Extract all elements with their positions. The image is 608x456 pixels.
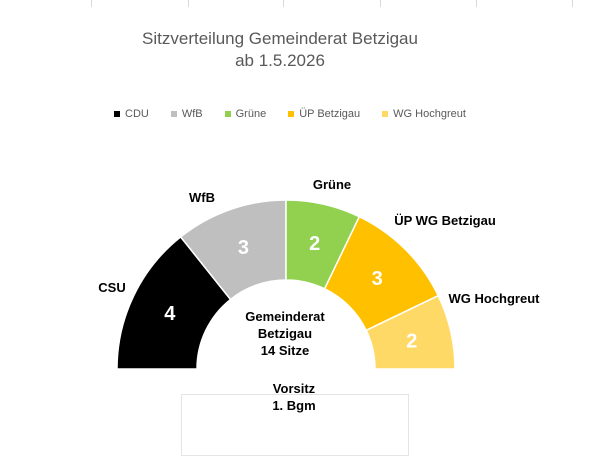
chair-line: Vorsitz [272, 381, 316, 396]
seat-count-label: 2 [406, 330, 417, 352]
legend-item-cdu: CDU [114, 108, 149, 120]
legend-label: CDU [125, 108, 149, 120]
seat-count-label: 4 [164, 303, 176, 325]
seat-count-label: 3 [238, 237, 249, 259]
chair-box [181, 394, 409, 456]
party-label: CSU [98, 280, 125, 295]
chair-label: Vorsitz 1. Bgm [181, 380, 407, 414]
legend-item-up-betzigau: ÜP Betzigau [288, 108, 360, 120]
gridline [380, 0, 381, 7]
legend-label: ÜP Betzigau [299, 108, 361, 120]
legend-item-gruene: Grüne [224, 108, 267, 120]
center-line: Gemeinderat [245, 309, 325, 324]
chair-line: 1. Bgm [272, 398, 316, 413]
center-line: Betzigau [257, 326, 313, 341]
chart-title: Sitzverteilung Gemeinderat Betzigau [142, 29, 418, 48]
legend-swatch [288, 111, 295, 117]
legend-item-wfb: WfB [170, 108, 203, 120]
party-label: ÜP WG Betzigau [394, 213, 496, 228]
center-label: Gemeinderat Betzigau 14 Sitze [215, 308, 355, 359]
party-label: WfB [189, 190, 215, 205]
legend-label: Grüne [235, 108, 267, 120]
chart-subtitle: ab 1.5.2026 [235, 51, 325, 70]
party-label: Grüne [313, 177, 351, 192]
legend-label: WfB [181, 108, 203, 120]
legend-swatch [114, 111, 120, 117]
gridline [572, 0, 573, 7]
center-line: 14 Sitze [260, 343, 310, 358]
seat-count-label: 3 [372, 268, 383, 290]
legend: CDU WfB Grüne ÜP Betzigau WG Hochgreut [114, 108, 466, 120]
gridline [283, 0, 284, 7]
seat-count-label: 2 [309, 233, 320, 255]
legend-swatch [382, 111, 389, 117]
gridline [188, 0, 189, 7]
party-label: WG Hochgreut [449, 291, 541, 306]
gridline [476, 0, 477, 7]
legend-label: WG Hochgreut [393, 108, 466, 120]
gridline [91, 0, 92, 7]
slice-4 [365, 294, 456, 370]
legend-item-wg-hochgreut: WG Hochgreut [382, 108, 466, 120]
legend-swatch [224, 111, 231, 117]
legend-swatch [170, 111, 177, 117]
